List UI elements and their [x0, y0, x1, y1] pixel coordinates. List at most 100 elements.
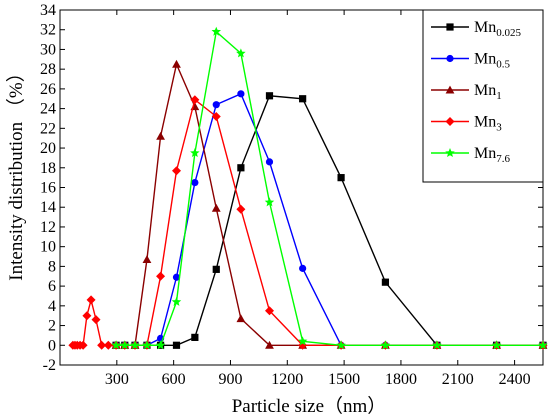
y-tick-label: 34	[40, 2, 56, 19]
data-point	[538, 340, 548, 350]
data-point	[491, 340, 502, 350]
data-point	[172, 273, 181, 281]
data-point	[211, 112, 221, 121]
series-line	[116, 30, 543, 346]
y-tick-label: 18	[40, 160, 56, 177]
y-tick-label: 20	[40, 140, 56, 157]
data-point	[142, 340, 152, 350]
data-point	[264, 197, 275, 207]
y-tick-label: 0	[48, 337, 56, 354]
legend-label-base: Mn	[474, 19, 496, 36]
data-point	[111, 340, 121, 350]
y-tick-label: 2	[48, 318, 56, 335]
y-axis-title: Intensity distribution （%）	[5, 63, 27, 280]
y-tick-label: 24	[40, 101, 56, 118]
legend-marker	[445, 85, 455, 94]
legend-label-subscript: 0.5	[496, 59, 510, 71]
y-tick-label: 6	[48, 278, 56, 295]
x-tick-label: 900	[218, 371, 242, 388]
data-point	[172, 341, 181, 349]
legend-item: Mn0.5	[431, 51, 510, 71]
x-tick-label: 2100	[442, 371, 474, 388]
series-4	[111, 26, 548, 350]
y-tick-label: -2	[43, 357, 56, 374]
y-tick-label: 26	[40, 81, 56, 98]
legend-marker	[445, 117, 455, 126]
y-tick-label: 22	[40, 120, 56, 137]
data-point	[237, 164, 245, 172]
data-point	[78, 340, 88, 350]
legend-label: Mn1	[474, 82, 502, 102]
data-point	[299, 95, 307, 103]
x-tick-label: 1500	[328, 371, 360, 388]
y-tick-label: 12	[40, 219, 56, 236]
data-point	[432, 340, 442, 350]
data-point	[190, 147, 200, 158]
x-tick-label: 1800	[385, 371, 417, 388]
data-point	[91, 315, 101, 325]
data-point	[297, 336, 308, 346]
data-point	[264, 306, 274, 316]
data-point	[236, 314, 246, 323]
data-point	[212, 265, 220, 273]
data-point	[212, 101, 220, 109]
data-point	[236, 204, 246, 214]
y-tick-label: 16	[40, 180, 56, 197]
legend-marker	[446, 23, 454, 31]
legend-item: Mn1	[431, 82, 502, 102]
data-point	[171, 296, 182, 306]
y-tick-label: 14	[40, 199, 56, 216]
data-point	[130, 340, 140, 350]
legend-label: Mn3	[474, 114, 502, 134]
x-tick-label: 1200	[271, 371, 303, 388]
data-point	[381, 278, 390, 286]
legend-label-subscript: 3	[496, 122, 502, 134]
data-point	[156, 131, 165, 140]
data-point	[337, 174, 345, 182]
data-point	[86, 295, 96, 305]
data-point	[97, 340, 107, 350]
data-point	[237, 90, 245, 98]
x-tick-label: 300	[105, 371, 129, 388]
legend-item: Mn0.025	[431, 19, 521, 39]
legend-marker	[446, 54, 454, 63]
data-point	[172, 59, 181, 68]
axes: 300 600 900 1200 1500 1800 2100 2400-2024681012…	[40, 2, 544, 388]
legend-label: Mn7.6	[474, 145, 510, 165]
data-point	[265, 92, 274, 100]
data-point	[171, 166, 181, 176]
legend-label-subscript: 7.6	[496, 153, 510, 165]
legend-label: Mn0.025	[474, 19, 521, 39]
data-point	[265, 340, 274, 349]
data-point	[265, 158, 274, 166]
legend-item: Mn3	[431, 114, 502, 134]
data-point	[155, 340, 166, 350]
y-tick-label: 28	[40, 61, 56, 78]
y-tick-label: 32	[40, 22, 56, 39]
legend-label-subscript: 1	[496, 90, 502, 102]
data-point	[211, 26, 222, 36]
data-point	[82, 311, 92, 321]
data-point	[156, 271, 166, 281]
legend-label-base: Mn	[474, 51, 496, 68]
legend-label-base: Mn	[474, 114, 496, 131]
data-point	[142, 255, 152, 264]
legend-label-subscript: 0.025	[496, 27, 521, 39]
data-point	[211, 203, 221, 212]
x-axis-title: Particle size（nm）	[232, 395, 387, 417]
x-tick-label: 2400	[499, 371, 531, 388]
y-tick-label: 10	[40, 239, 56, 256]
y-tick-label: 8	[48, 258, 56, 275]
data-point	[103, 340, 113, 350]
data-point	[120, 340, 130, 350]
legend-label: Mn0.5	[474, 51, 510, 71]
series-layer	[68, 26, 548, 350]
legend-marker	[445, 148, 455, 158]
legend-label-base: Mn	[474, 82, 496, 99]
y-tick-label: 30	[40, 41, 56, 58]
data-point	[191, 333, 199, 341]
legend-label-base: Mn	[474, 145, 496, 162]
data-point	[190, 95, 200, 105]
